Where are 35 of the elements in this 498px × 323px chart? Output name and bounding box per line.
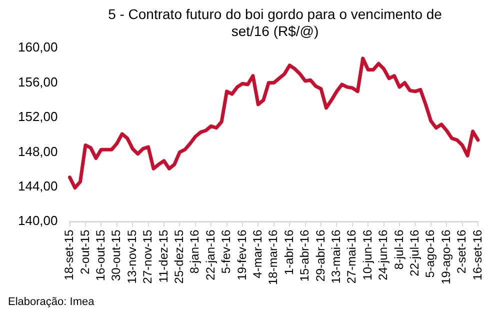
x-tick-label: 29-abr-16: [313, 229, 328, 282]
x-tick-label: 22-jul-16: [408, 229, 422, 276]
x-tick-label: 5-fev-16: [219, 229, 234, 274]
x-tick-label: 27-nov-15: [140, 229, 155, 284]
y-tick-label: 148,00: [18, 144, 58, 159]
x-tick-label: 1-abr-16: [282, 229, 296, 276]
x-tick-label: 24-jun-16: [376, 229, 390, 280]
x-tick-label: 18-mar-16: [266, 229, 280, 286]
y-tick-label: 144,00: [18, 178, 58, 194]
x-tick-label: 30-out-15: [109, 229, 124, 282]
x-tick-label: 27-mai-16: [344, 229, 359, 284]
x-tick-label: 5-ago-16: [423, 229, 438, 278]
x-tick-label: 13-mai-16: [329, 229, 343, 284]
x-tick-label: 16-set-16: [470, 229, 484, 280]
text: Elaboração: Imea: [8, 296, 94, 308]
x-tick-label: 4-mar-16: [250, 229, 264, 278]
x-tick-label: 16-out-15: [93, 229, 108, 282]
x-tick-label: 19-ago-16: [438, 229, 453, 284]
x-tick-label: 19-fev-16: [234, 229, 249, 280]
x-tick-label: 10-jun-16: [360, 229, 374, 280]
x-tick-label: 8-jan-16: [188, 229, 202, 274]
x-tick-label: 18-set-15: [62, 229, 76, 280]
x-tick-label: 11-dez-15: [156, 229, 170, 283]
x-tick-label: 22-jan-16: [203, 229, 218, 280]
x-tick-label: 15-abr-16: [298, 229, 312, 282]
y-tick-label: 152,00: [18, 109, 58, 124]
x-tick-label: 25-dez-15: [172, 229, 186, 284]
y-tick-label: 140,00: [18, 213, 58, 228]
y-tick-label: 160,00: [18, 40, 58, 55]
x-tick-label: 13-nov-15: [124, 229, 139, 284]
y-tick-label: 156,00: [18, 74, 58, 90]
x-tick-label: 2-set-16: [454, 229, 469, 274]
x-tick-label: 8-jul-16: [392, 229, 406, 270]
x-tick-label: 2-out-15: [78, 229, 92, 274]
chart-title: 5 - Contrato futuro do boi gordo para o vencimento de set/16 (R$/@): [107, 6, 443, 40]
